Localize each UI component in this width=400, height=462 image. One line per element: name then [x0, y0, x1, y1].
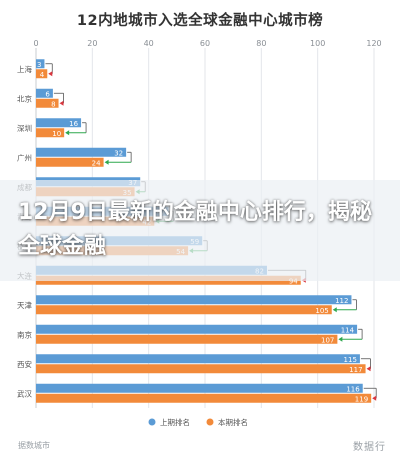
change-arrow-head	[338, 336, 343, 342]
bar-value-label: 24	[92, 159, 101, 167]
bar-previous	[36, 59, 45, 69]
x-tick-label: 80	[256, 39, 266, 48]
change-arrow-head	[332, 307, 337, 313]
brand-logo: 数据行	[353, 442, 386, 453]
bar-current	[36, 334, 338, 344]
legend-label-previous: 上期排名	[160, 417, 190, 427]
bar-current	[36, 393, 372, 403]
change-arrow-head	[59, 100, 64, 106]
bar-value-label: 3	[37, 61, 41, 69]
bar-previous	[36, 324, 358, 334]
legend-marker-current	[206, 418, 214, 426]
chart-title: 12内地城市入选全球金融中心城市榜	[76, 13, 324, 29]
category-label: 南京	[17, 329, 32, 339]
bar-value-label: 16	[69, 120, 78, 128]
x-tick-label: 100	[310, 39, 325, 48]
bar-current	[36, 128, 65, 138]
category-label: 深圳	[17, 123, 32, 133]
bar-value-label: 107	[321, 336, 334, 344]
bar-value-label: 116	[346, 385, 360, 393]
change-arrow-head	[65, 130, 70, 136]
bar-value-label: 105	[315, 307, 328, 315]
x-tick-label: 20	[87, 39, 97, 48]
bar-value-label: 117	[349, 366, 362, 374]
category-label: 西安	[17, 359, 32, 369]
bar-previous	[36, 354, 360, 364]
bar-current	[36, 157, 104, 167]
bar-current	[36, 305, 332, 315]
bar-previous	[36, 88, 53, 98]
legend-marker-previous	[148, 418, 156, 426]
category-label: 上海	[17, 64, 32, 74]
x-tick-label: 120	[366, 39, 381, 48]
change-arrow-head	[372, 395, 377, 401]
category-label: 广州	[17, 152, 32, 162]
bar-value-label: 114	[341, 326, 355, 334]
overlay-band	[0, 180, 400, 281]
overlay-headline: 12月9日最新的金融中心排行，揭秘全球金融	[18, 200, 372, 259]
bar-previous	[36, 118, 82, 128]
change-arrow-head	[366, 366, 371, 372]
bar-value-label: 10	[52, 130, 61, 138]
bar-value-label: 8	[51, 100, 55, 108]
category-label: 天津	[17, 301, 32, 310]
bar-value-label: 115	[344, 356, 357, 364]
x-tick-label: 60	[200, 39, 210, 48]
bar-value-label: 119	[355, 395, 368, 403]
change-arrow-head	[104, 159, 109, 165]
bar-value-label: 112	[335, 297, 348, 305]
change-arrow-head	[48, 71, 53, 77]
legend-label-current: 本期排名	[218, 417, 248, 427]
bar-previous	[36, 147, 127, 157]
bar-previous	[36, 295, 352, 305]
category-label: 武汉	[17, 388, 32, 398]
bar-value-label: 4	[40, 71, 45, 79]
bar-previous	[36, 383, 363, 393]
source-note: 据数城市	[18, 441, 50, 450]
bar-value-label: 32	[114, 149, 123, 157]
x-tick-label: 0	[33, 39, 38, 48]
bar-value-label: 6	[45, 90, 50, 98]
x-tick-label: 40	[144, 39, 154, 48]
bar-current	[36, 69, 48, 79]
bar-current	[36, 364, 366, 374]
bar-value-label: 94	[289, 277, 298, 285]
bar-current	[36, 98, 59, 108]
category-label: 北京	[17, 93, 32, 103]
